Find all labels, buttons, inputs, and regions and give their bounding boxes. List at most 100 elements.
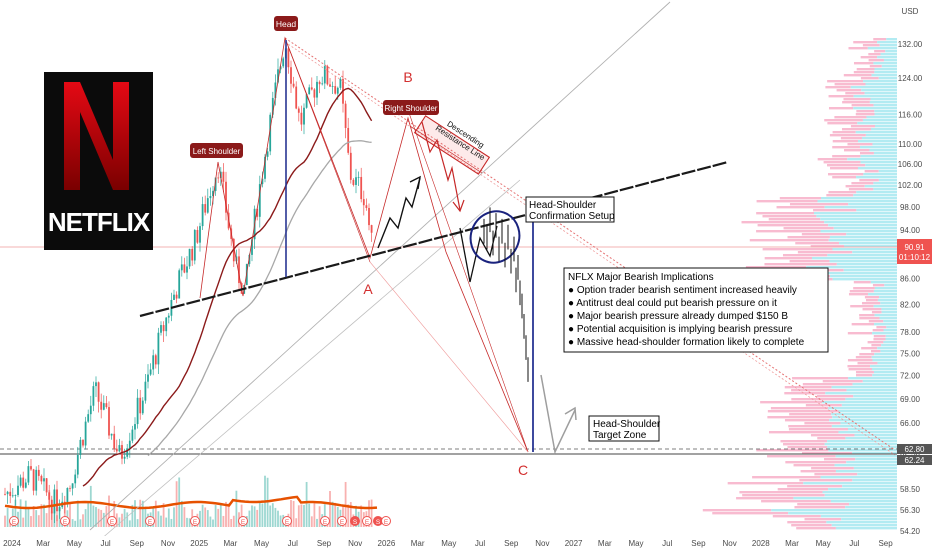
volume-profile-bar — [873, 188, 897, 191]
volume-profile-bar — [783, 227, 834, 230]
event-marker[interactable] — [107, 516, 117, 526]
volume-profile-bar — [816, 395, 854, 398]
volume-profile-bar — [787, 446, 828, 449]
candle-body — [295, 86, 298, 109]
volume-bar — [230, 518, 233, 527]
candle-body — [27, 466, 30, 483]
volume-profile-bar — [860, 56, 878, 59]
volume-profile-bar — [831, 524, 897, 527]
candle-body — [30, 466, 32, 470]
event-marker-label: E — [340, 519, 345, 526]
candle-body — [69, 487, 71, 489]
volume-profile-bar — [877, 347, 897, 350]
volume-bar — [297, 505, 300, 527]
event-marker[interactable] — [350, 516, 360, 526]
grey-trendline-1 — [89, 1, 671, 531]
volume-profile-bar — [851, 323, 875, 326]
level-tag-2-value: 62.24 — [904, 456, 925, 465]
candle-body — [251, 239, 253, 255]
event-marker[interactable] — [282, 516, 292, 526]
implication-5: ● Massive head-shoulder formation likely… — [568, 337, 805, 348]
volume-bar — [334, 502, 337, 527]
event-marker[interactable] — [238, 516, 248, 526]
volume-bar — [300, 504, 303, 527]
candle-body — [152, 355, 155, 370]
volume-bar — [157, 511, 160, 527]
volume-profile-bar — [834, 116, 867, 119]
volume-profile-bar — [845, 506, 897, 509]
volume-profile-bar — [860, 161, 897, 164]
volume-profile-bar — [871, 344, 882, 347]
volume-profile-bar — [874, 113, 897, 116]
event-marker[interactable] — [381, 516, 391, 526]
volume-profile-bar — [742, 494, 825, 497]
event-marker[interactable] — [362, 516, 372, 526]
volume-profile-bar — [817, 437, 846, 440]
volume-profile-bar — [782, 254, 828, 257]
volume-profile-bar — [835, 470, 897, 473]
volume-bar — [222, 515, 225, 527]
candle-body — [334, 86, 337, 94]
volume-profile-bar — [868, 320, 884, 323]
volume-profile-bar — [829, 236, 897, 239]
volume-profile-bar — [828, 173, 864, 176]
volume-profile-bar — [877, 362, 897, 365]
volume-bar — [261, 503, 264, 527]
volume-profile-bar — [845, 92, 865, 95]
x-tick-label: May — [441, 539, 456, 548]
volume-profile-bar — [761, 500, 831, 503]
volume-profile-bar — [828, 107, 854, 110]
event-marker[interactable] — [190, 516, 200, 526]
candle-body — [274, 82, 277, 98]
event-marker[interactable] — [9, 516, 19, 526]
candle-body — [313, 89, 316, 98]
candle-body — [370, 225, 373, 233]
volume-profile-bar — [885, 50, 897, 53]
event-marker[interactable] — [145, 516, 155, 526]
volume-profile-bar — [811, 257, 897, 260]
candle-body — [292, 83, 295, 87]
volume-profile-bar — [847, 143, 873, 146]
volume-profile-bar — [872, 329, 884, 332]
volume-profile-bar — [827, 164, 866, 167]
x-tick-label: Mar — [598, 539, 612, 548]
candle-body — [277, 69, 279, 83]
x-tick-label: Jul — [100, 539, 110, 548]
volume-profile-bar — [880, 53, 897, 56]
volume-bar — [349, 502, 352, 527]
volume-profile-bar — [852, 251, 897, 254]
volume-bar — [82, 514, 84, 527]
event-marker[interactable] — [337, 516, 347, 526]
event-marker[interactable] — [320, 516, 330, 526]
volume-profile-bar — [852, 479, 897, 482]
candle-body — [279, 66, 282, 70]
volume-bar — [102, 512, 105, 527]
resistance-box-divider — [409, 125, 483, 174]
candle-body — [326, 66, 329, 85]
candle-body — [84, 421, 87, 446]
volume-profile-bar — [872, 284, 885, 287]
point-a-label: A — [363, 281, 373, 297]
candle-body — [141, 400, 144, 414]
volume-profile-bar — [801, 452, 853, 455]
volume-profile-bar — [845, 185, 865, 188]
volume-profile-bar — [838, 410, 897, 413]
volume-profile-bar — [820, 230, 897, 233]
candle-body — [95, 382, 97, 387]
event-marker[interactable] — [60, 516, 70, 526]
y-tick-label: 82.00 — [900, 300, 921, 309]
confirmation-box: Head-Shoulder Confirmation Setup — [525, 196, 615, 223]
volume-profile-bar — [862, 308, 882, 311]
volume-bar — [136, 519, 139, 527]
time-axis: 2024 Mar May Jul Sep Nov 2025 Mar May Jul Sep Nov 20… — [0, 536, 932, 550]
volume-profile-bar — [867, 47, 897, 50]
candle-body — [269, 114, 272, 152]
candle-body — [344, 103, 347, 128]
implication-3: ● Major bearish pressure already dumped … — [568, 311, 788, 322]
volume-profile-bar — [739, 491, 823, 494]
volume-profile-bar — [855, 458, 897, 461]
volume-profile-bar — [856, 176, 897, 179]
volume-profile-bar — [873, 152, 897, 155]
x-tick-label: 2025 — [190, 539, 208, 548]
candle-body — [48, 492, 51, 500]
